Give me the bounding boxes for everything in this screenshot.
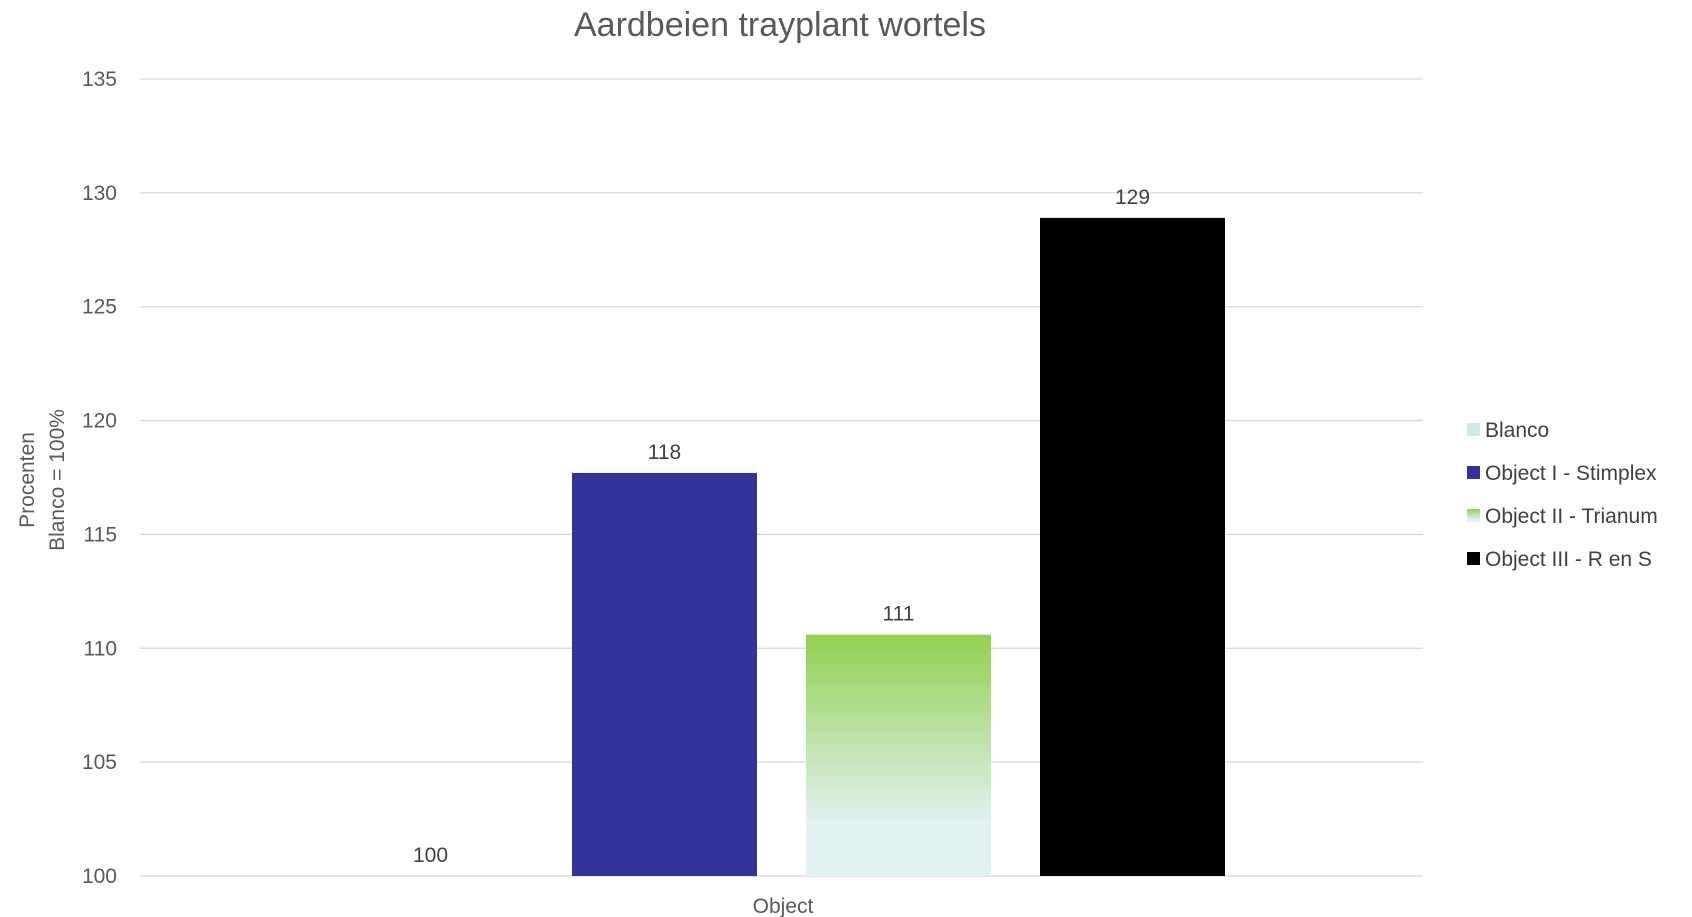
y-tick-label: 120 (82, 410, 117, 433)
legend-swatch (1467, 466, 1480, 479)
y-axis-title: Procenten Blanco = 100% (16, 409, 69, 551)
y-axis-title-line-2: Blanco = 100% (46, 409, 69, 551)
legend-label: Object II - Trianum (1485, 505, 1658, 528)
x-axis-title: Object (753, 895, 814, 917)
legend-label: Object I - Stimplex (1485, 462, 1657, 485)
y-tick-label: 105 (82, 751, 117, 774)
bar-object-iii-r-en-s (1040, 217, 1225, 877)
y-tick-label: 125 (82, 296, 117, 319)
y-axis-ticks: 100 105 110 115 120 125 130 135 (82, 68, 117, 888)
y-tick-label: 100 (82, 865, 117, 888)
data-label: 100 (413, 844, 448, 867)
y-tick-label: 130 (82, 182, 117, 205)
chart-title: Aardbeien trayplant wortels (574, 6, 986, 44)
bars (572, 217, 1225, 877)
data-label: 118 (648, 441, 681, 464)
data-labels: 100 118 111 129 (413, 186, 1150, 867)
legend-label: Blanco (1485, 419, 1549, 442)
legend-swatch (1467, 423, 1480, 436)
y-tick-label: 110 (84, 637, 117, 660)
legend-swatch (1467, 552, 1480, 565)
data-label: 129 (1115, 186, 1150, 209)
bar-object-i-stimplex (572, 472, 757, 876)
legend: Blanco Object I - Stimplex Object II - Tri… (1467, 419, 1658, 571)
legend-swatch (1467, 509, 1480, 522)
y-tick-label: 115 (84, 523, 117, 546)
data-label: 111 (883, 603, 915, 626)
bar-object-ii-trianum (806, 634, 991, 876)
y-tick-label: 135 (82, 68, 117, 91)
y-axis-title-line-1: Procenten (16, 432, 39, 528)
gridlines (140, 78, 1423, 877)
legend-label: Object III - R en S (1485, 548, 1652, 571)
